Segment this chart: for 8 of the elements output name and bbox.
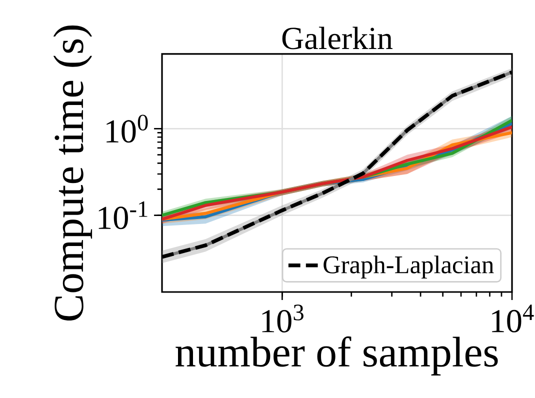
x-tick-label: 10$^{4}$: [492, 304, 534, 332]
x-axis-title: number of samples: [176, 336, 498, 376]
y-tick-label: 10$^{-1}$: [98, 201, 148, 230]
chart-title: Galerkin: [282, 26, 393, 50]
y-tick-label: 10$^{0}$: [106, 114, 148, 143]
legend-label: Graph-Laplacian: [324, 256, 494, 279]
x-tick-label: 10$^{3}$: [262, 304, 304, 333]
y-axis-title: Compute time (s): [53, 26, 92, 321]
